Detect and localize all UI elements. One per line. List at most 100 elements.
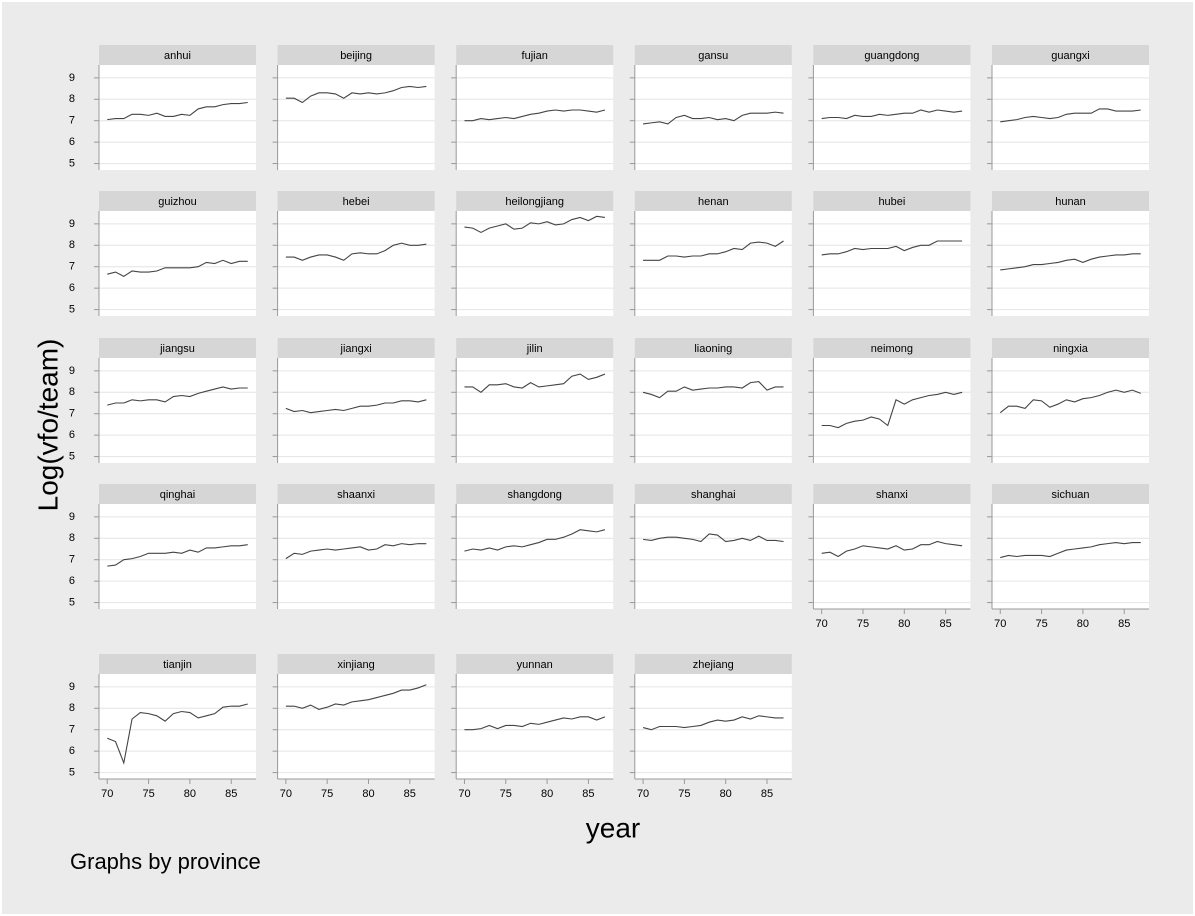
x-tick-label: 80: [1077, 618, 1089, 630]
plot-area: [456, 358, 614, 463]
x-tick-label: 85: [225, 788, 237, 800]
panel-header: [99, 191, 256, 211]
plot-area: [634, 211, 792, 316]
x-tick-label: 70: [458, 788, 470, 800]
plot-area: [992, 211, 1149, 316]
line: [1000, 108, 1141, 123]
x-tick-label: 75: [142, 788, 154, 800]
y-tick-label: 8: [69, 532, 75, 544]
panel-title: yunnan: [517, 659, 553, 671]
y-tick-label: 5: [69, 450, 75, 462]
panel: fujian: [451, 45, 614, 170]
y-tick-label: 5: [69, 766, 75, 778]
plot-area: [456, 65, 614, 170]
x-tick-label: 75: [500, 788, 512, 800]
y-tick-label: 6: [69, 745, 75, 757]
panel: sichuan 70 75 80 85: [987, 484, 1149, 630]
plot-area: [456, 211, 614, 316]
panel: qinghai 5 6 7 8 9: [69, 484, 256, 609]
panel-header: [634, 484, 792, 504]
line: [464, 373, 606, 393]
y-tick-label: 9: [69, 511, 75, 523]
line: [643, 240, 784, 261]
panel-header: [634, 45, 792, 65]
panel: heilongjiang: [451, 191, 614, 316]
panel-header: [634, 338, 792, 358]
y-tick-label: 5: [69, 596, 75, 608]
line: [107, 259, 248, 277]
x-tick-label: 70: [280, 788, 292, 800]
x-tick-label: 85: [404, 788, 416, 800]
panel: guizhou 5 6 7 8 9: [69, 191, 256, 316]
plot-area: [99, 358, 256, 463]
line: [821, 391, 963, 429]
plot-area: [813, 504, 971, 609]
panel-title: shanxi: [876, 489, 908, 501]
panel: guangxi: [987, 45, 1149, 170]
line: [285, 242, 427, 261]
x-tick-label: 75: [321, 788, 333, 800]
plot-area: [99, 674, 256, 779]
y-tick-label: 7: [69, 115, 75, 127]
panel: shanxi 70 75 80 85: [808, 484, 971, 630]
panel-title: shanghai: [691, 489, 736, 501]
panel-title: anhui: [164, 50, 191, 62]
y-tick-label: 6: [69, 282, 75, 294]
plot-area: [634, 358, 792, 463]
plot-area: [992, 65, 1149, 170]
panel: jiangsu 5 6 7 8 9: [69, 338, 256, 463]
line: [821, 109, 963, 120]
y-tick-label: 8: [69, 386, 75, 398]
y-tick-label: 5: [69, 157, 75, 169]
panel-title: gansu: [698, 50, 728, 62]
plot-area: [99, 65, 256, 170]
y-tick-label: 9: [69, 72, 75, 84]
line: [285, 85, 427, 104]
y-tick-label: 6: [69, 136, 75, 148]
line: [1000, 542, 1141, 559]
line: [464, 716, 606, 731]
panel: neimong: [808, 338, 971, 463]
panel-title: heilongjiang: [505, 196, 564, 208]
panel-title: jiangxi: [340, 343, 372, 355]
panel: yunnan 70 75 80 85: [451, 654, 614, 800]
plot-area: [456, 674, 614, 779]
panel-title: shaanxi: [337, 489, 375, 501]
panel: beijing: [272, 45, 435, 170]
panel-header: [456, 654, 614, 674]
panel-title: guangdong: [864, 50, 919, 62]
line: [999, 389, 1141, 414]
x-tick-label: 70: [101, 788, 113, 800]
panel: gansu: [629, 45, 792, 170]
x-tick-label: 75: [857, 618, 869, 630]
y-tick-label: 7: [69, 554, 75, 566]
panel-title: xinjiang: [337, 659, 374, 671]
panel-title: zhejiang: [693, 659, 734, 671]
x-tick-label: 80: [898, 618, 910, 630]
y-tick-label: 5: [69, 303, 75, 315]
y-axis-title: Log(vfo/team): [32, 339, 63, 512]
line: [107, 101, 248, 121]
y-tick-label: 7: [69, 408, 75, 420]
x-tick-label: 85: [582, 788, 594, 800]
panel: shangdong: [451, 484, 614, 609]
plot-area: [277, 211, 435, 316]
panel: shanghai: [629, 484, 792, 609]
panel-header: [992, 45, 1149, 65]
y-tick-label: 8: [69, 702, 75, 714]
x-tick-label: 85: [761, 788, 773, 800]
panel-header: [99, 45, 256, 65]
y-tick-label: 8: [69, 239, 75, 251]
x-tick-label: 70: [816, 618, 828, 630]
panel-header: [992, 484, 1149, 504]
panel-header: [813, 191, 971, 211]
line: [464, 109, 606, 122]
plot-area: [634, 65, 792, 170]
line: [642, 715, 784, 731]
panel: jiangxi: [272, 338, 435, 463]
line: [642, 111, 784, 125]
x-tick-label: 80: [184, 788, 196, 800]
plot-area: [813, 358, 971, 463]
panel: shaanxi: [272, 484, 435, 609]
